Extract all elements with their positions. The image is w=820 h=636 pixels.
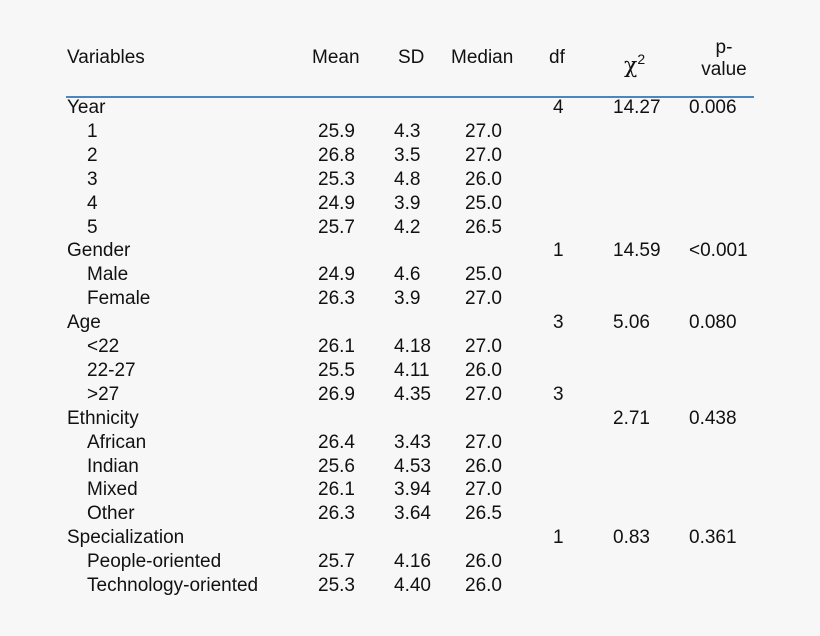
cell-df: 1 [553,240,564,261]
header-mean: Mean [312,47,360,68]
cell-mean: 25.6 [318,456,355,477]
row-sublabel: 1 [87,121,98,142]
cell-mean: 24.9 [318,193,355,214]
row-sublabel: >27 [87,384,120,405]
row-sublabel: Technology-oriented [87,575,259,596]
cell-p-value: 0.438 [689,408,737,429]
header-p-line1: p- [715,37,733,58]
row-group-label: Ethnicity [67,408,139,429]
header-rule [66,96,754,98]
row-sublabel: 2 [87,145,98,166]
row-sublabel: People-oriented [87,551,222,572]
row-sublabel: <22 [87,336,120,357]
row-sublabel: Other [87,503,135,524]
cell-sd: 3.9 [394,193,421,214]
cell-mean: 25.3 [318,169,355,190]
cell-median: 26.0 [465,551,502,572]
cell-mean: 26.3 [318,503,355,524]
row-sublabel: Female [87,288,151,309]
cell-median: 25.0 [465,193,502,214]
cell-mean: 26.1 [318,479,355,500]
header-sd: SD [398,47,425,68]
cell-sd: 3.64 [394,503,431,524]
header-chi-squared: χ2 [624,44,645,81]
cell-chi-squared: 0.83 [613,527,650,548]
row-sublabel: Mixed [87,479,138,500]
cell-df: 3 [553,384,564,405]
row-sublabel: African [87,432,147,453]
row-group-label: Year [67,97,106,118]
cell-mean: 26.1 [318,336,355,357]
cell-median: 27.0 [465,432,502,453]
cell-sd: 4.53 [394,456,431,477]
cell-chi-squared: 14.59 [613,240,661,261]
header-median: Median [451,47,514,68]
cell-sd: 4.40 [394,575,431,596]
cell-chi-squared: 5.06 [613,312,650,333]
cell-chi-squared: 2.71 [613,408,650,429]
cell-chi-squared: 14.27 [613,97,661,118]
cell-median: 27.0 [465,145,502,166]
cell-median: 26.0 [465,169,502,190]
row-sublabel: 4 [87,193,98,214]
cell-sd: 4.8 [394,169,421,190]
row-sublabel: Indian [87,456,139,477]
header-variables: Variables [67,47,145,68]
row-sublabel: 5 [87,217,98,238]
cell-median: 27.0 [465,384,502,405]
cell-median: 26.0 [465,456,502,477]
row-group-label: Specialization [67,527,185,548]
cell-mean: 25.3 [318,575,355,596]
cell-mean: 26.4 [318,432,355,453]
cell-median: 27.0 [465,336,502,357]
cell-mean: 25.5 [318,360,355,381]
cell-sd: 4.3 [394,121,421,142]
cell-sd: 3.43 [394,432,431,453]
cell-df: 4 [553,97,564,118]
cell-sd: 4.16 [394,551,431,572]
row-sublabel: 3 [87,169,98,190]
cell-sd: 4.11 [394,360,430,381]
cell-sd: 4.18 [394,336,431,357]
cell-mean: 26.3 [318,288,355,309]
row-group-label: Gender [67,240,131,261]
cell-sd: 3.9 [394,288,421,309]
cell-median: 26.0 [465,575,502,596]
chi-symbol: χ [624,53,638,79]
header-p-value: p- value [694,37,754,81]
row-sublabel: Male [87,264,129,285]
cell-sd: 4.6 [394,264,421,285]
header-p-line2: value [701,59,747,80]
cell-p-value: <0.001 [689,240,748,261]
cell-sd: 3.94 [394,479,431,500]
chi-exponent: 2 [637,51,646,67]
row-sublabel: 22-27 [87,360,136,381]
cell-mean: 26.8 [318,145,355,166]
cell-median: 26.0 [465,360,502,381]
cell-p-value: 0.080 [689,312,737,333]
cell-mean: 26.9 [318,384,355,405]
cell-sd: 4.2 [394,217,421,238]
cell-median: 27.0 [465,479,502,500]
cell-df: 3 [553,312,564,333]
cell-sd: 4.35 [394,384,431,405]
row-group-label: Age [67,312,101,333]
cell-p-value: 0.361 [689,527,737,548]
header-df: df [549,47,565,68]
cell-mean: 25.9 [318,121,355,142]
cell-p-value: 0.006 [689,97,737,118]
cell-sd: 3.5 [394,145,421,166]
cell-mean: 25.7 [318,551,355,572]
cell-mean: 24.9 [318,264,355,285]
cell-median: 27.0 [465,288,502,309]
cell-median: 25.0 [465,264,502,285]
cell-median: 26.5 [465,217,502,238]
cell-df: 1 [553,527,564,548]
cell-median: 26.5 [465,503,502,524]
cell-mean: 25.7 [318,217,355,238]
cell-median: 27.0 [465,121,502,142]
